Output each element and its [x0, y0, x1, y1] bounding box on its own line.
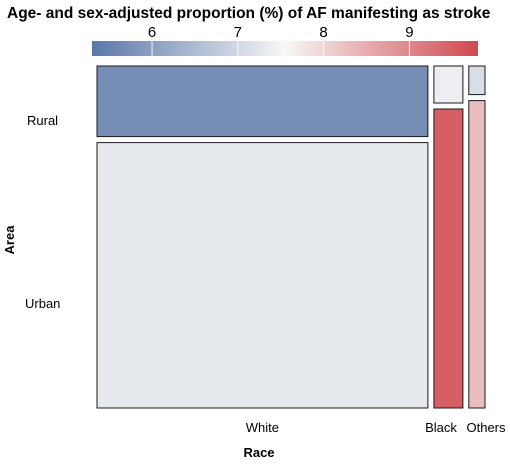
mosaic-cell-others-urban — [468, 100, 486, 409]
x-axis-title: Race — [243, 445, 274, 460]
colorbar-tick-label: 6 — [148, 24, 156, 41]
colorbar: 6 7 8 9 — [92, 24, 478, 56]
mosaic-cell-white-urban — [96, 142, 429, 409]
colorbar-tick-label: 8 — [319, 24, 327, 41]
colorbar-tick-label: 7 — [234, 24, 242, 41]
column-label-white: White — [246, 420, 279, 435]
mosaic-cell-white-rural — [96, 65, 429, 138]
mosaic-cell-black-urban — [433, 108, 464, 409]
mosaic-cell-others-rural — [468, 65, 486, 96]
row-label-rural: Rural — [27, 113, 58, 128]
y-axis-title: Area — [2, 225, 17, 255]
mosaic-cell-black-rural — [433, 65, 464, 104]
column-label-black: Black — [425, 420, 457, 435]
mosaic-cells — [96, 65, 486, 409]
column-label-others: Others — [466, 420, 506, 435]
row-label-urban: Urban — [25, 296, 60, 311]
colorbar-gradient — [92, 41, 478, 56]
chart-title: Age- and sex-adjusted proportion (%) of … — [7, 5, 491, 22]
colorbar-tick-label: 9 — [405, 24, 413, 41]
